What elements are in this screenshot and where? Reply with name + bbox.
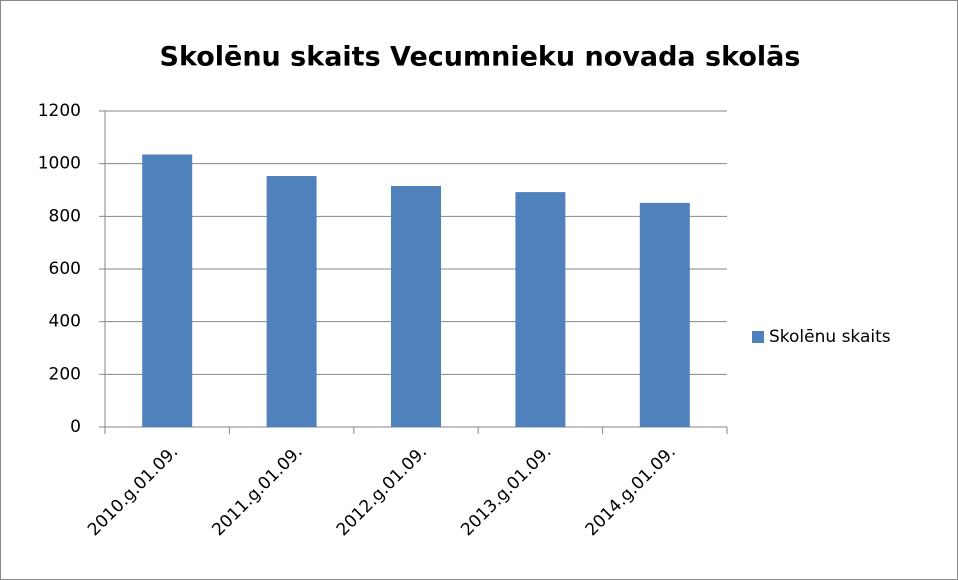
chart-title: Skolēnu skaits Vecumnieku novada skolās — [160, 42, 801, 73]
y-tick-label: 1200 — [38, 101, 81, 121]
legend-swatch — [752, 331, 764, 343]
bar — [639, 202, 690, 427]
y-tick-label: 200 — [49, 364, 81, 384]
legend-label: Skolēnu skaits — [769, 327, 891, 347]
y-tick-label: 0 — [70, 417, 81, 437]
bar — [515, 192, 566, 427]
y-tick-label: 600 — [49, 259, 81, 279]
y-tick-label: 400 — [49, 312, 81, 332]
y-tick-label: 1000 — [38, 154, 81, 174]
bar — [391, 186, 441, 427]
y-tick-label: 800 — [49, 206, 81, 226]
bar — [142, 154, 193, 427]
bar — [266, 176, 317, 427]
